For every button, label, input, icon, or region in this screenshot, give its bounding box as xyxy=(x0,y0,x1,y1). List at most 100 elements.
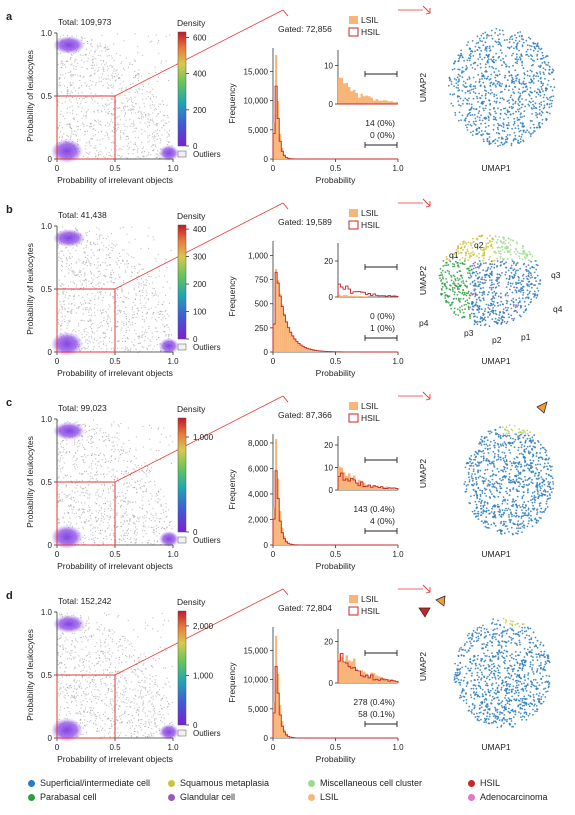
umap-cluster-label: q3 xyxy=(551,270,561,280)
scatter-point xyxy=(104,332,106,334)
umap-point xyxy=(499,117,502,119)
scatter-point xyxy=(103,108,105,110)
scatter-point xyxy=(157,303,159,305)
scatter-point xyxy=(99,337,101,339)
scatter-point xyxy=(104,485,106,487)
scatter-point xyxy=(116,496,118,498)
scatter-point xyxy=(122,290,124,292)
umap-point xyxy=(505,266,508,269)
scatter-point xyxy=(145,284,147,286)
scatter-point xyxy=(105,535,107,537)
scatter-point xyxy=(82,459,84,461)
scatter-point xyxy=(128,91,130,93)
umap-point xyxy=(457,264,460,266)
scatter-point xyxy=(95,58,97,60)
scatter-point xyxy=(111,113,113,115)
density-hotspot xyxy=(51,525,83,549)
hist-y-tick-label: 0 xyxy=(264,348,269,357)
inset-bar-lsil xyxy=(358,97,361,104)
scatter-point xyxy=(154,484,156,486)
colorbar-tick-label: 300 xyxy=(193,253,207,262)
scatter-point xyxy=(157,76,159,78)
scatter-point xyxy=(120,506,122,508)
scatter-point xyxy=(108,155,110,157)
scatter-point xyxy=(137,352,139,354)
umap-point xyxy=(445,255,448,258)
umap-point xyxy=(488,99,491,102)
scatter-point xyxy=(57,442,59,444)
scatter-point xyxy=(70,75,72,77)
scatter-point xyxy=(160,120,162,122)
umap-point xyxy=(444,264,446,267)
scatter-point xyxy=(60,325,62,327)
umap-point xyxy=(491,37,494,40)
scatter-point xyxy=(116,244,118,246)
scatter-point xyxy=(92,441,94,443)
umap-point xyxy=(492,107,495,110)
umap-point xyxy=(478,37,481,40)
umap-point xyxy=(528,105,531,107)
umap-point xyxy=(495,102,498,104)
umap-point xyxy=(490,279,493,281)
umap-point xyxy=(526,48,529,51)
scatter-point xyxy=(166,526,168,528)
scatter-point xyxy=(85,282,87,284)
scatter-point xyxy=(90,270,92,272)
umap-point xyxy=(513,117,516,120)
scatter-point xyxy=(88,280,90,282)
scatter-point xyxy=(75,523,77,525)
umap-point xyxy=(503,320,506,323)
scatter-point xyxy=(97,102,99,104)
scatter-point xyxy=(61,491,63,493)
scatter-point xyxy=(103,455,105,457)
scatter-point xyxy=(91,441,93,443)
hist-y-label: Frequency xyxy=(227,276,237,317)
scatter-point xyxy=(94,542,96,544)
scatter-point xyxy=(78,307,80,309)
scatter-point xyxy=(111,77,113,79)
scatter-point xyxy=(116,470,118,472)
umap-point xyxy=(507,242,510,245)
scatter-point xyxy=(168,335,170,337)
inset-bar-lsil xyxy=(365,95,368,104)
scatter-point xyxy=(88,311,90,313)
umap-point xyxy=(461,243,464,246)
scatter-point xyxy=(84,279,86,281)
scatter-point xyxy=(111,329,113,331)
scatter-point xyxy=(130,83,132,85)
scatter-point xyxy=(116,149,118,151)
umap-point xyxy=(514,61,517,64)
scatter-point xyxy=(64,275,66,277)
scatter-point xyxy=(78,325,80,327)
scatter-point xyxy=(97,265,99,267)
scatter-point xyxy=(147,137,149,139)
umap-point xyxy=(500,136,503,139)
scatter-point xyxy=(107,488,109,490)
scatter-point xyxy=(117,288,119,290)
scatter-point xyxy=(147,235,149,237)
umap-point xyxy=(512,303,515,306)
umap-point xyxy=(494,138,497,141)
umap-point xyxy=(497,295,500,298)
scatter-point xyxy=(90,533,92,535)
scatter-point xyxy=(134,127,136,129)
scatter-point xyxy=(101,515,103,517)
scatter-point xyxy=(130,541,132,543)
scatter-point xyxy=(114,80,116,82)
scatter-point xyxy=(120,521,122,523)
scatter-point xyxy=(118,457,120,459)
scatter-point xyxy=(60,304,62,306)
scatter-point xyxy=(148,503,150,505)
scatter-point xyxy=(116,69,118,71)
umap-point xyxy=(469,52,472,55)
scatter-point xyxy=(165,318,167,320)
umap-point xyxy=(532,123,535,126)
hist-bar-lsil xyxy=(277,478,280,545)
scatter-point xyxy=(83,252,85,254)
umap-point xyxy=(506,250,509,252)
inset-bar-lsil xyxy=(365,296,368,297)
scatter-point xyxy=(137,137,139,139)
umap-point xyxy=(488,65,491,68)
umap-point xyxy=(509,282,512,285)
scatter-point xyxy=(94,298,96,300)
